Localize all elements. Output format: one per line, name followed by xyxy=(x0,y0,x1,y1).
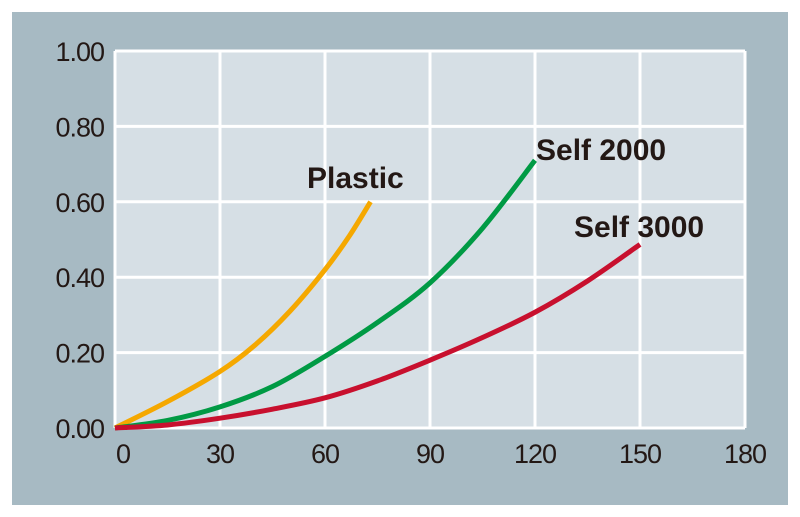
x-tick-label: 120 xyxy=(514,439,556,469)
x-tick-label: 90 xyxy=(416,439,444,469)
series-line-plastic xyxy=(113,200,373,431)
x-tick-label: 180 xyxy=(724,439,766,469)
y-tick-label: 0.20 xyxy=(55,339,104,369)
series-label: Self 2000 xyxy=(536,134,666,167)
series-label: Self 3000 xyxy=(574,211,704,244)
x-tick-label: 60 xyxy=(311,439,339,469)
y-tick-label: 0.40 xyxy=(55,263,104,293)
series-label: Plastic xyxy=(307,162,404,195)
x-tick-label: 150 xyxy=(619,439,661,469)
y-tick-label: 0.00 xyxy=(55,414,104,444)
y-tick-label: 0.60 xyxy=(55,188,104,218)
series-line-self-3000 xyxy=(114,242,642,431)
series-line-self-2000 xyxy=(114,158,537,431)
x-tick-label: 30 xyxy=(206,439,234,469)
y-tick-label: 0.80 xyxy=(55,112,104,142)
x-tick-label: 0 xyxy=(116,439,130,469)
y-tick-label: 1.00 xyxy=(55,37,104,67)
